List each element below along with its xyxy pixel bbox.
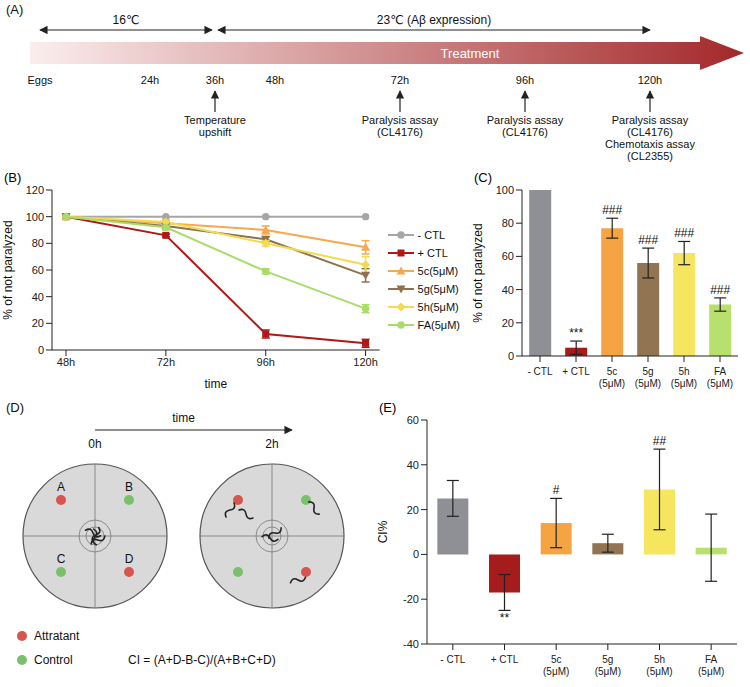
html-text:- CTL: - CTL	[417, 229, 446, 241]
svg-text:% of not paralyzed: % of not paralyzed	[1, 220, 15, 319]
svg-text:FA: FA	[705, 654, 718, 665]
svg-text:Control: Control	[34, 653, 73, 667]
svg-text:120h: 120h	[353, 356, 377, 368]
svg-text:5c: 5c	[607, 366, 618, 377]
svg-text:20: 20	[407, 504, 419, 516]
svg-text:(A): (A)	[6, 2, 23, 17]
svg-text:(5μM): (5μM)	[635, 378, 661, 389]
svg-text:##: ##	[653, 434, 667, 448]
svg-text:(5μM): (5μM)	[646, 666, 672, 677]
svg-text:(5μM): (5μM)	[595, 666, 621, 677]
svg-text:80: 80	[502, 217, 514, 229]
svg-text:###: ###	[602, 203, 622, 217]
svg-text:B: B	[125, 480, 133, 494]
svg-text:Paralysis assay: Paralysis assay	[487, 114, 564, 126]
svg-text:40: 40	[407, 459, 419, 471]
svg-text:120h: 120h	[638, 74, 662, 86]
svg-text:Eggs: Eggs	[27, 74, 53, 86]
html-text:+ CTL: + CTL	[417, 247, 448, 259]
svg-text:5h: 5h	[678, 366, 689, 377]
svg-text:+ CTL: + CTL	[562, 366, 590, 377]
svg-text:100: 100	[26, 211, 44, 223]
svg-text:CI = (A+D-B-C)/(A+B+C+D): CI = (A+D-B-C)/(A+B+C+D)	[128, 653, 276, 667]
svg-text:(CL4176): (CL4176)	[627, 126, 673, 138]
html-text:(E): (E)	[379, 400, 397, 415]
svg-text:A: A	[57, 480, 65, 494]
svg-text:0: 0	[413, 548, 419, 560]
svg-text:60: 60	[502, 250, 514, 262]
svg-text:time: time	[204, 377, 227, 391]
svg-text:Paralysis assay: Paralysis assay	[612, 114, 689, 126]
svg-text:(CL4176): (CL4176)	[377, 126, 423, 138]
svg-text:CI%: CI%	[376, 520, 390, 543]
svg-text:upshift: upshift	[199, 126, 231, 138]
svg-text:(5μM): (5μM)	[671, 378, 697, 389]
svg-text:C: C	[57, 552, 66, 566]
svg-text:40: 40	[32, 291, 44, 303]
html-text:(B): (B)	[4, 170, 22, 185]
svg-text:5g: 5g	[642, 366, 653, 377]
svg-text:###: ###	[638, 233, 658, 247]
svg-text:120: 120	[26, 184, 44, 196]
svg-text:Paralysis assay: Paralysis assay	[362, 114, 439, 126]
svg-text:16℃: 16℃	[113, 13, 140, 27]
svg-text:Attratant: Attratant	[34, 629, 80, 643]
svg-text:0h: 0h	[88, 437, 101, 451]
svg-text:time: time	[172, 411, 195, 425]
svg-text:60: 60	[407, 414, 419, 426]
svg-text:60: 60	[32, 264, 44, 276]
svg-text:% of not paralyzed: % of not paralyzed	[471, 223, 485, 322]
svg-text:5c: 5c	[551, 654, 562, 665]
html-text:5h(5μM): 5h(5μM)	[417, 301, 459, 313]
svg-text:(5μM): (5μM)	[698, 666, 724, 677]
svg-text:96h: 96h	[257, 356, 275, 368]
svg-text:72h: 72h	[157, 356, 175, 368]
svg-text:(D): (D)	[6, 400, 24, 415]
svg-text:(5μM): (5μM)	[543, 666, 569, 677]
svg-text:48h: 48h	[266, 74, 284, 86]
svg-text:36h: 36h	[206, 74, 224, 86]
svg-text:96h: 96h	[516, 74, 534, 86]
svg-text:40: 40	[502, 284, 514, 296]
html-text:(C): (C)	[474, 170, 492, 185]
svg-text:#: #	[553, 483, 560, 497]
svg-text:20: 20	[32, 317, 44, 329]
svg-text:-40: -40	[403, 638, 419, 650]
html-text:5g(5μM): 5g(5μM)	[417, 283, 459, 295]
svg-text:0: 0	[508, 350, 514, 362]
svg-text:23℃ (Aβ expression): 23℃ (Aβ expression)	[377, 13, 491, 27]
svg-text:20: 20	[502, 317, 514, 329]
svg-text:72h: 72h	[391, 74, 409, 86]
svg-text:+ CTL: + CTL	[491, 654, 519, 665]
svg-text:Temperature: Temperature	[184, 114, 246, 126]
html-text:FA(5μM): FA(5μM)	[417, 319, 460, 331]
svg-text:FA: FA	[714, 366, 727, 377]
svg-text:0: 0	[38, 344, 44, 356]
svg-text:5g: 5g	[602, 654, 613, 665]
svg-text:Treatment: Treatment	[441, 46, 500, 61]
svg-text:***: ***	[569, 326, 583, 340]
svg-text:5h: 5h	[654, 654, 665, 665]
svg-text:**: **	[500, 611, 510, 625]
svg-text:(CL4176): (CL4176)	[502, 126, 548, 138]
svg-text:100: 100	[496, 184, 514, 196]
svg-text:- CTL: - CTL	[440, 654, 465, 665]
svg-text:24h: 24h	[141, 74, 159, 86]
svg-text:(CL2355): (CL2355)	[627, 150, 673, 162]
svg-text:###: ###	[674, 226, 694, 240]
html-text:5c(5μM): 5c(5μM)	[417, 265, 459, 277]
svg-text:(5μM): (5μM)	[599, 378, 625, 389]
svg-text:-20: -20	[403, 593, 419, 605]
svg-text:D: D	[125, 552, 134, 566]
svg-text:###: ###	[710, 283, 730, 297]
svg-text:Chemotaxis assay: Chemotaxis assay	[605, 138, 695, 150]
svg-text:(5μM): (5μM)	[707, 378, 733, 389]
svg-text:80: 80	[32, 237, 44, 249]
svg-text:48h: 48h	[57, 356, 75, 368]
svg-text:2h: 2h	[265, 437, 278, 451]
svg-text:- CTL: - CTL	[528, 366, 553, 377]
